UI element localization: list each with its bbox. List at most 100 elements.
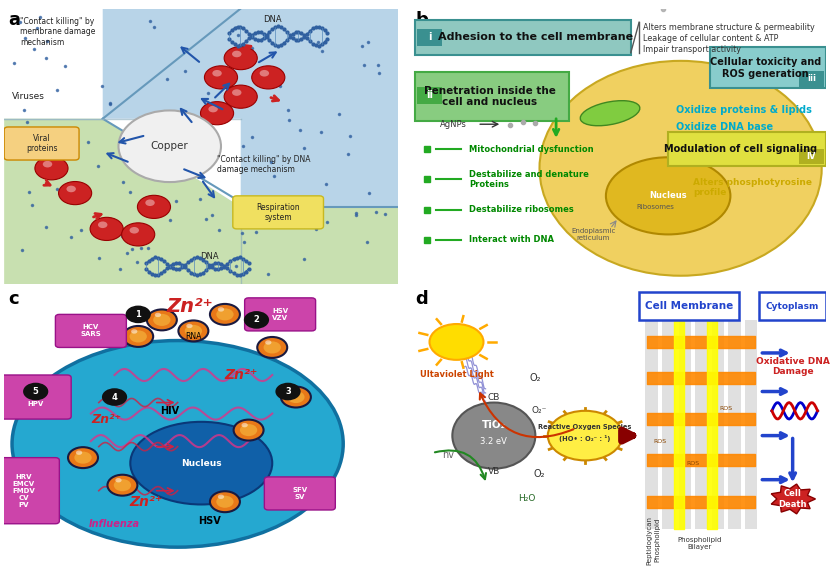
Bar xyxy=(679,320,691,529)
Text: 3.2 eV: 3.2 eV xyxy=(481,437,507,446)
Text: HSV: HSV xyxy=(198,516,221,526)
Circle shape xyxy=(98,222,107,228)
Text: Influenza: Influenza xyxy=(89,519,140,529)
Circle shape xyxy=(210,491,240,512)
Text: HSV
VZV: HSV VZV xyxy=(272,308,288,321)
Text: Interact with DNA: Interact with DNA xyxy=(469,235,554,244)
Text: AgNPs: AgNPs xyxy=(440,120,466,129)
Text: Viral
proteins: Viral proteins xyxy=(26,134,57,153)
Text: Viruses: Viruses xyxy=(12,92,45,101)
Text: Reactive Oxygen Species: Reactive Oxygen Species xyxy=(539,424,632,431)
Ellipse shape xyxy=(540,61,822,275)
Text: CB: CB xyxy=(488,392,500,402)
FancyBboxPatch shape xyxy=(798,149,823,164)
Text: Nucleus: Nucleus xyxy=(649,191,687,201)
Text: "Contact killing" by DNA
damage mechanism: "Contact killing" by DNA damage mechanis… xyxy=(217,154,310,174)
Text: O₂⁻: O₂⁻ xyxy=(532,406,547,415)
Circle shape xyxy=(154,314,170,326)
Circle shape xyxy=(178,320,208,341)
Text: 4: 4 xyxy=(111,392,118,402)
Text: Oxidize DNA base: Oxidize DNA base xyxy=(676,122,774,132)
Circle shape xyxy=(68,447,98,468)
Ellipse shape xyxy=(12,341,344,547)
Text: DNA: DNA xyxy=(200,252,218,261)
Circle shape xyxy=(212,70,222,77)
Text: 3: 3 xyxy=(286,387,290,396)
Text: Modulation of cell signaling: Modulation of cell signaling xyxy=(664,144,818,154)
Circle shape xyxy=(185,325,202,337)
Text: IV: IV xyxy=(807,152,816,161)
Circle shape xyxy=(123,326,154,347)
Circle shape xyxy=(276,383,300,400)
Circle shape xyxy=(289,390,295,394)
Text: ROS: ROS xyxy=(653,438,666,444)
Text: O₂: O₂ xyxy=(534,469,545,479)
Text: H₂O: H₂O xyxy=(519,495,535,503)
FancyBboxPatch shape xyxy=(798,70,823,87)
Circle shape xyxy=(115,478,122,482)
Text: Zn²⁺: Zn²⁺ xyxy=(166,296,212,316)
FancyBboxPatch shape xyxy=(56,315,126,348)
FancyBboxPatch shape xyxy=(759,293,826,320)
Text: Respiration
system: Respiration system xyxy=(256,203,300,222)
Text: Alters phosphotyrosine
profile: Alters phosphotyrosine profile xyxy=(693,178,812,197)
Text: DNA: DNA xyxy=(263,15,281,24)
Circle shape xyxy=(90,218,123,240)
Circle shape xyxy=(129,227,139,233)
Text: Nucleus: Nucleus xyxy=(181,458,222,467)
Circle shape xyxy=(76,450,82,455)
Circle shape xyxy=(125,306,151,323)
Text: Mitochondrial dysfunction: Mitochondrial dysfunction xyxy=(469,144,593,153)
FancyBboxPatch shape xyxy=(415,19,631,55)
FancyBboxPatch shape xyxy=(668,132,826,165)
Circle shape xyxy=(217,307,224,312)
Circle shape xyxy=(66,186,76,192)
Text: hv: hv xyxy=(442,450,454,460)
Polygon shape xyxy=(4,119,398,284)
Text: 2: 2 xyxy=(253,315,260,324)
FancyBboxPatch shape xyxy=(264,477,335,510)
Circle shape xyxy=(217,496,233,508)
Polygon shape xyxy=(771,484,815,514)
Circle shape xyxy=(114,479,131,491)
Circle shape xyxy=(102,388,127,406)
Text: 5: 5 xyxy=(32,387,39,396)
Circle shape xyxy=(217,495,224,499)
Ellipse shape xyxy=(606,157,730,235)
Text: Impair transport activity: Impair transport activity xyxy=(643,45,741,55)
Text: Cellular toxicity and
ROS generation: Cellular toxicity and ROS generation xyxy=(710,57,822,78)
Circle shape xyxy=(43,161,52,168)
Text: Peptidoglycan: Peptidoglycan xyxy=(647,516,652,565)
Text: TiO₂: TiO₂ xyxy=(481,420,506,429)
Text: Oxidize proteins & lipids: Oxidize proteins & lipids xyxy=(676,106,813,115)
Circle shape xyxy=(240,424,257,436)
Circle shape xyxy=(210,304,240,325)
Text: Copper: Copper xyxy=(151,141,188,151)
FancyBboxPatch shape xyxy=(710,47,826,89)
Circle shape xyxy=(264,341,281,353)
Ellipse shape xyxy=(130,422,272,504)
Circle shape xyxy=(287,391,305,403)
Circle shape xyxy=(232,51,242,57)
Text: Phospholipid
Bilayer: Phospholipid Bilayer xyxy=(677,537,721,549)
Text: Destabilize ribosomes: Destabilize ribosomes xyxy=(469,205,574,214)
Circle shape xyxy=(107,475,138,496)
Circle shape xyxy=(201,102,233,125)
Circle shape xyxy=(232,89,242,96)
FancyBboxPatch shape xyxy=(4,127,79,160)
Circle shape xyxy=(548,411,622,461)
Circle shape xyxy=(224,85,257,108)
FancyBboxPatch shape xyxy=(415,72,569,122)
Circle shape xyxy=(257,337,287,358)
Circle shape xyxy=(244,311,269,329)
Text: a: a xyxy=(8,11,20,30)
Text: Cell
Death: Cell Death xyxy=(779,489,807,509)
Circle shape xyxy=(145,199,154,206)
Text: iii: iii xyxy=(807,74,816,83)
Circle shape xyxy=(154,313,161,317)
Text: Endoplasmic
reticulum: Endoplasmic reticulum xyxy=(571,228,616,241)
Text: Cytoplasm: Cytoplasm xyxy=(766,302,819,311)
Text: d: d xyxy=(415,290,427,308)
Text: Alters membrane structure & permeability: Alters membrane structure & permeability xyxy=(643,23,815,32)
Text: Oxidative DNA
Damage: Oxidative DNA Damage xyxy=(755,357,830,377)
